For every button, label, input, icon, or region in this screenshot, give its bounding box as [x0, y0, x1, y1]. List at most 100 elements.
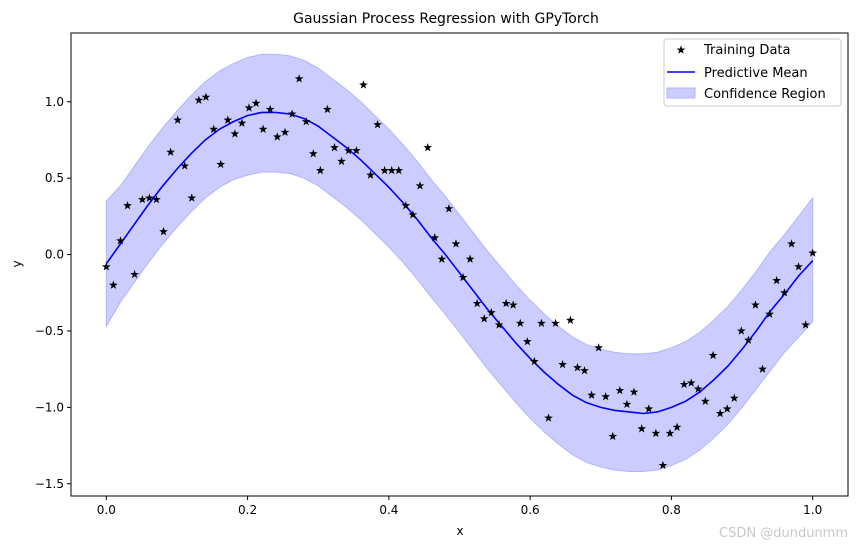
- y-tick-label: −1.0: [35, 400, 64, 414]
- x-tick-label: 0.8: [662, 503, 681, 517]
- training-data-point: [465, 254, 475, 263]
- training-data-point: [337, 156, 346, 166]
- training-data-point: [708, 350, 718, 360]
- training-data-point: [486, 308, 496, 317]
- training-data-point: [251, 98, 261, 108]
- x-tick-label: 0.2: [238, 503, 257, 517]
- training-data-point: [644, 404, 654, 413]
- training-data-point: [216, 159, 226, 169]
- legend-confidence-label: Confidence Region: [704, 87, 826, 102]
- training-data-point: [380, 165, 389, 175]
- training-data-point: [401, 201, 411, 210]
- training-data-point: [130, 269, 139, 279]
- y-axis-ticks: −1.5 −1.0 −0.5 0.0 0.5 1.0: [35, 95, 71, 491]
- y-tick-label: −1.5: [35, 477, 64, 491]
- training-data-point: [615, 385, 625, 395]
- training-data-point: [444, 204, 454, 213]
- training-data-point: [301, 117, 311, 126]
- x-tick-label: 0.0: [97, 503, 116, 517]
- legend-training-marker: [676, 45, 686, 54]
- training-data-point: [116, 236, 125, 245]
- training-data-point: [566, 315, 575, 324]
- training-data-point: [209, 124, 219, 133]
- training-data-point: [801, 320, 810, 329]
- x-tick-label: 1.0: [803, 503, 822, 517]
- training-data-point: [629, 387, 639, 396]
- training-data-point: [744, 335, 753, 344]
- training-points-layer: [101, 74, 818, 470]
- chart-title: Gaussian Process Regression with GPyTorc…: [293, 11, 599, 27]
- legend-mean-label: Predictive Mean: [704, 66, 808, 81]
- confidence-band-layer: [105, 53, 814, 473]
- training-data-point: [530, 356, 539, 366]
- training-data-point: [423, 143, 433, 152]
- plot-area: [101, 53, 818, 473]
- training-data-point: [352, 146, 361, 155]
- training-data-point: [366, 170, 375, 179]
- training-data-point: [494, 320, 504, 329]
- training-data-point: [665, 428, 675, 438]
- y-axis-label: y: [10, 260, 24, 267]
- training-data-point: [166, 147, 175, 156]
- training-data-point: [258, 124, 268, 133]
- training-data-point: [472, 298, 482, 308]
- training-data-point: [693, 384, 703, 393]
- training-data-point: [201, 92, 211, 101]
- training-data-point: [272, 132, 282, 141]
- training-data-point: [137, 194, 147, 204]
- training-data-point: [180, 161, 190, 170]
- training-data-point: [415, 181, 425, 190]
- training-data-point: [223, 115, 233, 124]
- training-data-point: [551, 318, 560, 328]
- training-data-point: [159, 227, 168, 236]
- y-tick-label: 0.5: [45, 171, 64, 185]
- y-tick-label: 0.0: [45, 248, 64, 262]
- x-tick-label: 0.4: [379, 503, 398, 517]
- training-data-point: [751, 300, 760, 309]
- mean-line-layer: [105, 111, 814, 415]
- training-data-point: [109, 280, 118, 289]
- training-data-point: [772, 275, 782, 285]
- training-data-point: [123, 201, 132, 210]
- y-tick-label: 1.0: [45, 95, 64, 109]
- x-axis-label: x: [456, 524, 463, 538]
- training-data-point: [672, 422, 682, 431]
- training-data-point: [558, 359, 567, 369]
- training-data-point: [458, 272, 468, 282]
- training-data-point: [294, 74, 304, 83]
- training-data-point: [722, 404, 732, 413]
- training-data-point: [700, 396, 710, 405]
- predictive-mean-line: [105, 111, 814, 415]
- training-data-point: [437, 254, 447, 263]
- y-tick-label: −0.5: [35, 324, 64, 338]
- training-data-point: [715, 408, 725, 418]
- training-data-point: [479, 314, 489, 323]
- training-data-point: [359, 80, 368, 89]
- training-data-point: [187, 193, 197, 202]
- training-data-point: [451, 239, 461, 248]
- training-data-point: [330, 143, 339, 152]
- training-data-point: [344, 146, 353, 155]
- training-data-point: [394, 165, 404, 175]
- training-data-point: [145, 193, 154, 202]
- training-data-point: [244, 103, 254, 112]
- training-data-point: [230, 129, 240, 138]
- training-data-point: [152, 194, 161, 204]
- training-data-point: [780, 288, 789, 297]
- confidence-region-band: [105, 53, 814, 473]
- axes-frame: [70, 32, 849, 497]
- legend-star-icon: [676, 45, 686, 54]
- training-data-point: [601, 392, 611, 401]
- x-tick-label: 0.6: [521, 503, 540, 517]
- training-data-point: [758, 364, 767, 373]
- training-data-point: [622, 399, 632, 409]
- legend-box: [663, 38, 842, 107]
- legend: Training Data Predictive Mean Confidence…: [663, 38, 842, 107]
- training-data-point: [522, 337, 532, 346]
- training-data-point: [594, 343, 604, 352]
- training-data-point: [679, 379, 689, 389]
- training-data-point: [787, 239, 796, 248]
- x-axis-ticks: 0.0 0.2 0.4 0.6 0.8 1.0: [97, 496, 822, 517]
- training-data-point: [430, 233, 440, 242]
- training-data-point: [580, 366, 589, 375]
